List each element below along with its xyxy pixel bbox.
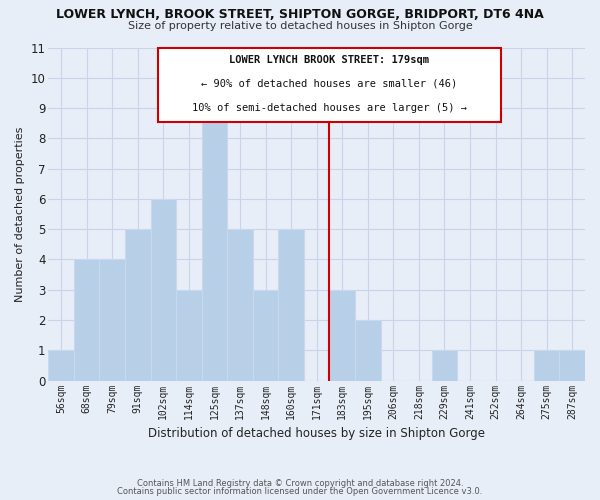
- Bar: [125, 229, 151, 380]
- Bar: [74, 260, 100, 380]
- Bar: [49, 350, 74, 380]
- Bar: [355, 320, 380, 380]
- Text: Size of property relative to detached houses in Shipton Gorge: Size of property relative to detached ho…: [128, 21, 472, 31]
- Text: Contains HM Land Registry data © Crown copyright and database right 2024.: Contains HM Land Registry data © Crown c…: [137, 478, 463, 488]
- Text: Contains public sector information licensed under the Open Government Licence v3: Contains public sector information licen…: [118, 487, 482, 496]
- Bar: [431, 350, 457, 380]
- Text: LOWER LYNCH, BROOK STREET, SHIPTON GORGE, BRIDPORT, DT6 4NA: LOWER LYNCH, BROOK STREET, SHIPTON GORGE…: [56, 8, 544, 20]
- Text: 10% of semi-detached houses are larger (5) →: 10% of semi-detached houses are larger (…: [192, 103, 467, 113]
- FancyBboxPatch shape: [158, 48, 500, 122]
- Bar: [253, 290, 278, 380]
- Text: LOWER LYNCH BROOK STREET: 179sqm: LOWER LYNCH BROOK STREET: 179sqm: [229, 54, 430, 64]
- Y-axis label: Number of detached properties: Number of detached properties: [15, 126, 25, 302]
- X-axis label: Distribution of detached houses by size in Shipton Gorge: Distribution of detached houses by size …: [148, 427, 485, 440]
- Bar: [227, 229, 253, 380]
- Bar: [559, 350, 585, 380]
- Bar: [329, 290, 355, 380]
- Bar: [534, 350, 559, 380]
- Bar: [176, 290, 202, 380]
- Bar: [202, 108, 227, 380]
- Bar: [278, 229, 304, 380]
- Bar: [100, 260, 125, 380]
- Text: ← 90% of detached houses are smaller (46): ← 90% of detached houses are smaller (46…: [202, 79, 458, 89]
- Bar: [151, 199, 176, 380]
